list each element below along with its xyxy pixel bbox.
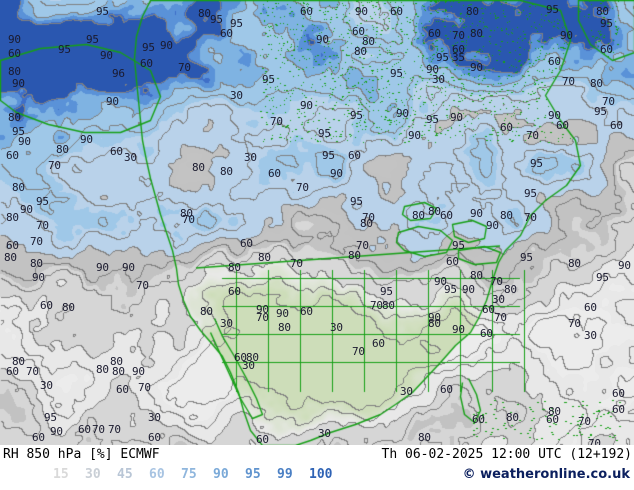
valid-time: Th 06-02-2025 12:00 UTC (12+192) (381, 447, 632, 462)
rh-850hpa-raster (0, 0, 634, 445)
scale-value-15: 15 (53, 467, 69, 482)
scale-value-95: 95 (245, 467, 261, 482)
map-title: RH 850 hPa [%] ECMWF (3, 447, 160, 462)
scale-value-75: 75 (181, 467, 197, 482)
scale-value-45: 45 (117, 467, 133, 482)
scale-value-100: 100 (309, 467, 333, 482)
footer-title-row: RH 850 hPa [%] ECMWF Th 06-02-2025 12:00… (0, 447, 634, 465)
color-scale-legend: 15 30 45 60 75 90 95 99 100 (0, 467, 634, 487)
map-footer: RH 850 hPa [%] ECMWF Th 06-02-2025 12:00… (0, 445, 634, 490)
scale-value-99: 99 (277, 467, 293, 482)
copyright-notice: © weatheronline.co.uk (462, 467, 630, 482)
scale-value-90: 90 (213, 467, 229, 482)
scale-value-30: 30 (85, 467, 101, 482)
scale-value-60: 60 (149, 467, 165, 482)
weather-map[interactable]: 95 80 95 60 90 60 80 95 80 90 95 60 60 60 70 80 90 95 60 95… (0, 0, 634, 445)
